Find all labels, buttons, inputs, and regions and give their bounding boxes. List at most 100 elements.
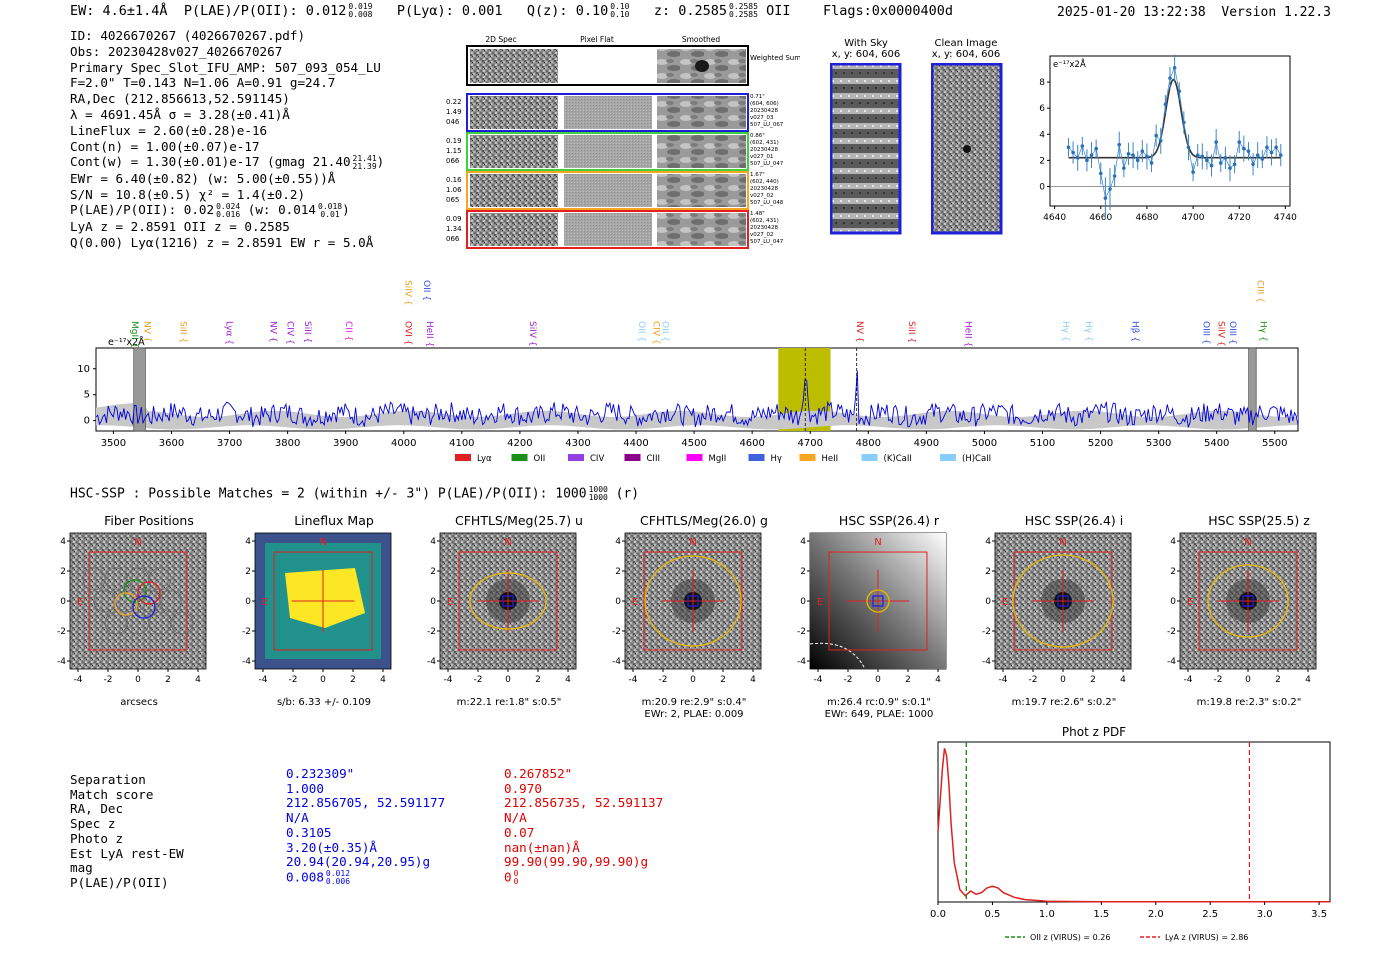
panel-ytick-label: 2 [60, 567, 66, 577]
cutout-row-pixelflat [564, 213, 652, 246]
panel-xtick-label: 2 [905, 675, 911, 685]
spectrum-ytick-label: 5 [84, 390, 90, 401]
clean-image-xy: x, y: 604, 606 [931, 49, 1001, 60]
header-datetime-version: 2025-01-20 13:22:38 Version 1.22.3 [1057, 5, 1331, 20]
photz-xtick-label: 1.5 [1093, 909, 1109, 920]
zoom-spectrum-chart: 4640 4660 4680 4700 4720 4740 0 2 4 6 8 e⁻¹⁷x2Å [1039, 54, 1297, 223]
panel-xtick-label: 0 [135, 675, 141, 685]
zoom-data-point [1135, 158, 1140, 163]
zoom-data-point [1094, 146, 1098, 151]
panel-ytick-label: -4 [612, 657, 621, 667]
spectrum-ytick-label: 10 [77, 364, 90, 375]
panel-ytick-label: -4 [797, 657, 806, 667]
spectrum-xtick-label: 3700 [217, 438, 242, 449]
with-sky-title: With Sky x, y: 604, 606 [826, 38, 906, 60]
spectrum-line-label: SiIV { [1216, 321, 1226, 347]
panel-title: Fiber Positions [104, 513, 194, 528]
panel-xtick-label: 2 [350, 675, 356, 685]
panel-xtick-label: -4 [629, 675, 638, 685]
source-marker [502, 595, 514, 607]
blue-plae: 0.008 0.012 0.006 [286, 869, 445, 886]
panel-xtick-label: 2 [535, 675, 541, 685]
cutout-grid: 2D Spec Pixel Flat Smoothed Weighted Sum… [446, 35, 800, 249]
east-label: E [817, 597, 823, 608]
panel-ytick-label: 2 [430, 567, 436, 577]
zoom-data-point [1186, 145, 1191, 150]
clean-image [931, 63, 1003, 235]
photz-title: Phot z PDF [1062, 725, 1126, 739]
panel-ytick-label: 4 [615, 537, 621, 547]
hsc-summary-text: HSC-SSP : Possible Matches = 2 (within +… [70, 486, 587, 502]
meta-contw-dn: 21.39 [352, 161, 377, 171]
match-label-ew: Est LyA rest-EW [70, 845, 184, 861]
red-specz: N/A [504, 810, 527, 826]
cutout-row-right-text: 507_LU_067 [750, 122, 784, 128]
zoom-data-point [1246, 149, 1251, 154]
panel-xtick-label: -4 [1184, 675, 1193, 685]
panel-ytick-label: 4 [800, 537, 806, 547]
detection-summary: ID: 4026670267 (4026670267.pdf) Obs: 202… [70, 28, 384, 251]
imaging-panel: N E -4 4 -2 2 0 0 2 -2 4 -4 [427, 532, 577, 685]
source-marker [1242, 595, 1254, 607]
spectrum-xtick-label: 4500 [681, 438, 706, 449]
full-spectrum-chart: 3500 3600 3700 3800 3900 4000 4100 4200 4300 4400… [77, 280, 1299, 464]
aperture-ellipse [1207, 564, 1289, 638]
zoom-data-point [1066, 145, 1071, 150]
meta-obs: Obs: 20230428v027_4026670267 [70, 43, 283, 59]
spectrum-xtick-label: 5300 [1146, 438, 1171, 449]
cutout-row-smoothed [657, 213, 746, 246]
zoom-data-point [1071, 150, 1075, 155]
spectrum-xtick-label: 5500 [1262, 438, 1287, 449]
header-plae-up: 0.019 [348, 2, 373, 11]
spectrum-line-label: Hγ { [1083, 321, 1093, 342]
spectrum-legend-label: (K)CaII [884, 454, 912, 464]
hsc-summary: HSC-SSP : Possible Matches = 2 (within +… [70, 486, 639, 502]
panel-xtick-label: -4 [444, 675, 453, 685]
spectrum-line [95, 370, 1299, 428]
cutout-header-2dspec: 2D Spec [485, 35, 516, 44]
match-col-red: 0.267852" 0.970 212.856735, 52.591137 N/… [504, 766, 663, 886]
spectrum-ytick-label: 0 [84, 416, 90, 427]
panel-ytick-label: -2 [1167, 627, 1176, 637]
imaging-panel: N E -4 4 -2 2 0 0 2 -2 4 -4 [242, 532, 392, 685]
zoom-data-point [1126, 152, 1131, 156]
cutout-header-smoothed: Smoothed [682, 35, 721, 44]
header-plya: P(Lyα): 0.001 [396, 3, 503, 19]
header-version: Version 1.22.3 [1221, 5, 1331, 20]
spectrum-line-label: SiIV { [403, 280, 413, 306]
aperture-box [88, 551, 188, 651]
cutout-row-right-text: 1.67" [750, 172, 765, 178]
cutout-row-right-text: (602, 440) [750, 179, 779, 185]
zoom-ytick-label: 2 [1039, 156, 1045, 166]
zoom-data-point [1274, 145, 1278, 150]
red-ew: nan(±nan)Å [504, 839, 580, 855]
cutout-row-left-text: 1.06 [446, 186, 462, 194]
cutout-row-smoothed [657, 96, 746, 129]
red-separation: 0.267852" [504, 766, 573, 781]
spectrum-xtick-label: 4800 [856, 438, 881, 449]
meta-contw-label: Cont(w) = 1.30(±0.01)e-17 (gmag 21.40 [70, 154, 351, 170]
spectrum-line-label: NV { [854, 321, 864, 342]
panel-xtick-label: 2 [1090, 675, 1096, 685]
spectrum-xtick-label: 4000 [391, 438, 416, 449]
spectrum-legend-label: HeII [822, 454, 839, 464]
spectrum-legend-swatch [511, 454, 528, 461]
zoom-data-point [1200, 154, 1205, 159]
panel-footer: s/b: 6.33 +/- 0.109 [276, 697, 372, 708]
spectrum-line-label: Hγ { [1060, 321, 1070, 342]
panel-xtick-label: -4 [814, 675, 823, 685]
photz-frame [937, 741, 1331, 903]
spectrum-line-label: NV { [141, 321, 151, 342]
panel-ytick-label: -2 [57, 627, 66, 637]
meta-lineflux: LineFlux = 2.60(±0.28)e-16 [70, 122, 268, 138]
meta-plae-label: P(LAE)/P(OII): 0.02 [70, 202, 215, 218]
spectrum-xtick-label: 3800 [275, 438, 300, 449]
panel-ytick-label: 0 [430, 597, 436, 607]
zoom-data-point [1251, 162, 1255, 167]
panel-ytick-label: 2 [615, 567, 621, 577]
zoom-data-point [1080, 144, 1085, 148]
panel-xtick-label: 0 [505, 675, 511, 685]
panel-title: Lineflux Map [294, 513, 374, 528]
spectrum-mask-red [1248, 347, 1257, 432]
zoom-ylabel: e⁻¹⁷x2Å [1053, 58, 1086, 70]
